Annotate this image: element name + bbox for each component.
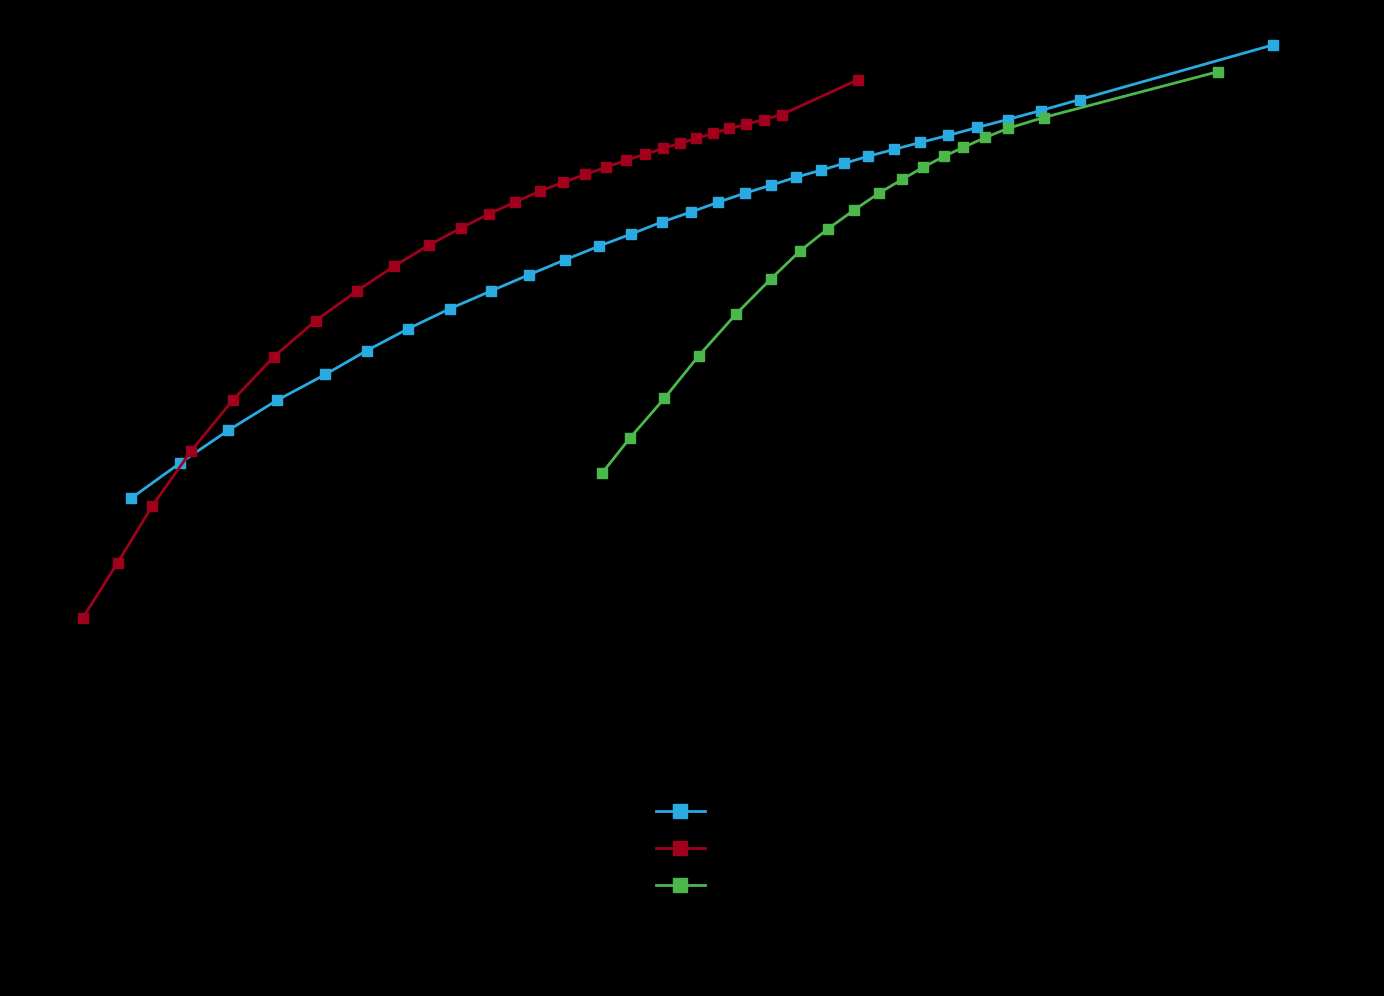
Legend: , , : , , (646, 794, 729, 906)
